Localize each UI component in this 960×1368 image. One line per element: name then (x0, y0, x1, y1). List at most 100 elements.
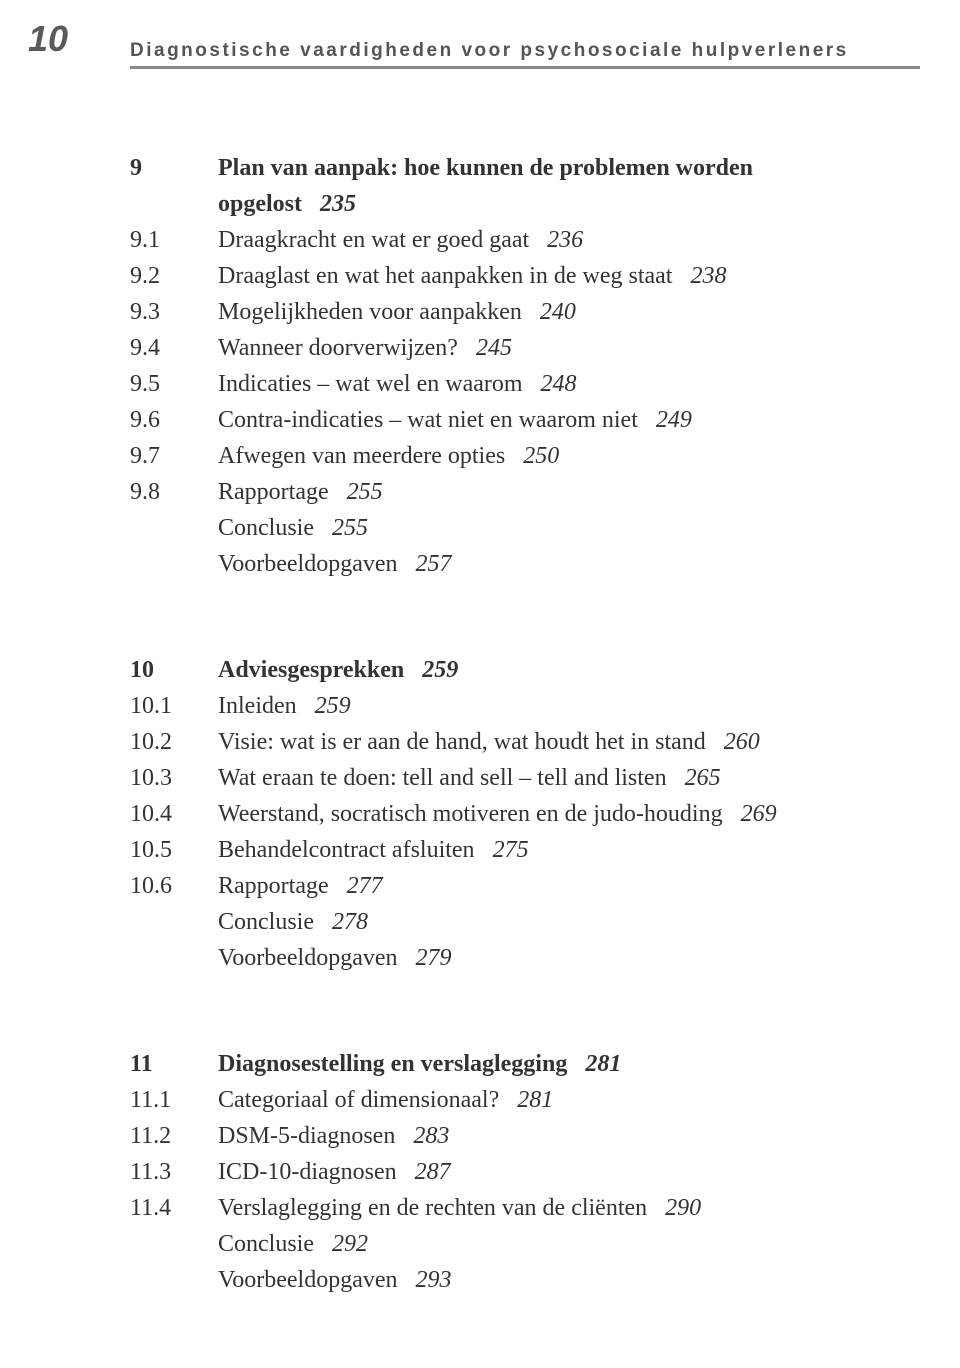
toc-section-9: 9 Plan van aanpak: hoe kunnen de problem… (130, 150, 920, 582)
toc-chapter-heading-cont: opgelost 235 (130, 186, 920, 222)
toc-entry: 11.2DSM-5-diagnosen283 (130, 1118, 920, 1154)
toc-entry-page: 235 (320, 191, 356, 217)
toc-entry-title: Weerstand, socratisch motiveren en de ju… (218, 801, 723, 827)
toc-entry-number: 10.6 (130, 868, 218, 904)
toc-entry: Conclusie 292 (130, 1226, 920, 1262)
toc-chapter-heading: 11 Diagnosestelling en verslaglegging 281 (130, 1046, 920, 1082)
toc-entry-title: Conclusie (218, 1231, 314, 1257)
toc-entry-title: ICD-10-diagnosen (218, 1159, 397, 1185)
toc-entry-page: 293 (416, 1267, 452, 1293)
toc-entry-title: Wat eraan te doen: tell and sell – tell … (218, 765, 667, 791)
toc-entry-number: 9.3 (130, 294, 218, 330)
toc-entry: Conclusie 255 (130, 510, 920, 546)
toc-entry-title: Draagkracht en wat er goed gaat (218, 227, 529, 253)
toc-entry-title: Rapportage (218, 873, 329, 899)
toc-entry-number: 10.4 (130, 796, 218, 832)
toc-entry-number: 10.1 (130, 688, 218, 724)
toc-entry: 9.2Draaglast en wat het aanpakken in de … (130, 258, 920, 294)
toc-entry-title: Draaglast en wat het aanpakken in de weg… (218, 263, 672, 289)
toc-entry-page: 269 (741, 801, 777, 827)
toc-entry-title: Contra-indicaties – wat niet en waarom n… (218, 407, 638, 433)
toc-entry-number (130, 1262, 218, 1298)
toc-entry-title: Verslaglegging en de rechten van de clië… (218, 1195, 647, 1221)
toc-entry-title: Mogelijkheden voor aanpakken (218, 299, 522, 325)
toc-entry-title: Plan van aanpak: hoe kunnen de problemen… (218, 155, 753, 181)
toc-entry: Voorbeeldopgaven 279 (130, 940, 920, 976)
toc-entry-title: Voorbeeldopgaven (218, 1267, 398, 1293)
toc-chapter-heading: 9 Plan van aanpak: hoe kunnen de problem… (130, 150, 920, 186)
toc-entry: Conclusie 278 (130, 904, 920, 940)
toc-entry-page: 240 (540, 299, 576, 325)
toc-entry-number: 11.3 (130, 1154, 218, 1190)
toc-entry-number (130, 546, 218, 582)
toc-entry-number: 11 (130, 1051, 153, 1077)
toc-entry-number: 9.4 (130, 330, 218, 366)
toc-entry-page: 275 (493, 837, 529, 863)
toc-content: 9 Plan van aanpak: hoe kunnen de problem… (130, 150, 920, 1368)
toc-entry-page: 281 (585, 1051, 621, 1077)
toc-entry: 10.4Weerstand, socratisch motiveren en d… (130, 796, 920, 832)
running-header-text: Diagnostische vaardigheden voor psychoso… (130, 40, 849, 61)
toc-entry-title: Voorbeeldopgaven (218, 945, 398, 971)
toc-entry: 11.4Verslaglegging en de rechten van de … (130, 1190, 920, 1226)
toc-entry: 11.1Categoriaal of dimensionaal?281 (130, 1082, 920, 1118)
toc-entry-page: 238 (690, 263, 726, 289)
toc-entry-page: 279 (416, 945, 452, 971)
toc-entry-title: Visie: wat is er aan de hand, wat houdt … (218, 729, 706, 755)
toc-entry-page: 250 (523, 443, 559, 469)
toc-entry: 9.3 Mogelijkheden voor aanpakken 240 (130, 294, 920, 330)
toc-entry-page: 257 (416, 551, 452, 577)
toc-entry-number: 9.6 (130, 402, 218, 438)
toc-entry-title: Inleiden (218, 693, 297, 719)
toc-entry-title: Conclusie (218, 515, 314, 541)
toc-entry-number: 11.4 (130, 1190, 218, 1226)
toc-entry-title-cont: opgelost (218, 191, 302, 217)
toc-entry-number: 10.5 (130, 832, 218, 868)
toc-entry-page: 277 (347, 873, 383, 899)
toc-entry: Voorbeeldopgaven 257 (130, 546, 920, 582)
toc-entry: 10.3Wat eraan te doen: tell and sell – t… (130, 760, 920, 796)
toc-entry-number (130, 904, 218, 940)
toc-entry-title: Wanneer doorverwijzen? (218, 335, 458, 361)
toc-entry-title: Indicaties – wat wel en waarom (218, 371, 523, 397)
running-header: Diagnostische vaardigheden voor psychoso… (130, 40, 920, 69)
toc-entry-number: 10.3 (130, 760, 218, 796)
toc-entry-page: 259 (422, 657, 458, 683)
toc-entry-number: 9 (130, 155, 142, 181)
toc-entry: 9.7Afwegen van meerdere opties250 (130, 438, 920, 474)
toc-entry-number: 9.8 (130, 474, 218, 510)
toc-entry-title: Voorbeeldopgaven (218, 551, 398, 577)
toc-entry-page: 292 (332, 1231, 368, 1257)
toc-entry-title: Adviesgesprekken (218, 657, 404, 683)
toc-entry-number (130, 510, 218, 546)
toc-entry-page: 255 (332, 515, 368, 541)
toc-entry: 10.6Rapportage 277 (130, 868, 920, 904)
toc-entry-number: 9.7 (130, 438, 218, 474)
toc-entry: 10.2Visie: wat is er aan de hand, wat ho… (130, 724, 920, 760)
toc-entry: 9.6Contra-indicaties – wat niet en waaro… (130, 402, 920, 438)
toc-entry: Voorbeeldopgaven 293 (130, 1262, 920, 1298)
toc-entry-page: 245 (476, 335, 512, 361)
toc-entry-title: DSM-5-diagnosen (218, 1123, 395, 1149)
toc-entry: 11.3ICD-10-diagnosen 287 (130, 1154, 920, 1190)
toc-section-10: 10 Adviesgesprekken 259 10.1Inleiden 259 10… (130, 652, 920, 976)
toc-entry-page: 287 (415, 1159, 451, 1185)
page-number: 10 (28, 18, 68, 60)
toc-entry-page: 236 (547, 227, 583, 253)
toc-chapter-heading: 10 Adviesgesprekken 259 (130, 652, 920, 688)
toc-entry: 9.4Wanneer doorverwijzen? 245 (130, 330, 920, 366)
toc-entry-title: Conclusie (218, 909, 314, 935)
toc-entry: 9.8Rapportage255 (130, 474, 920, 510)
toc-entry-title: Diagnosestelling en verslaglegging (218, 1051, 567, 1077)
toc-entry-number: 11.2 (130, 1118, 218, 1154)
toc-entry-number (130, 1226, 218, 1262)
toc-entry: 9.5Indicaties – wat wel en waarom248 (130, 366, 920, 402)
toc-entry-page: 278 (332, 909, 368, 935)
toc-entry-title: Rapportage (218, 479, 329, 505)
toc-section-11: 11Diagnosestelling en verslaglegging281 … (130, 1046, 920, 1298)
toc-entry-number: 10 (130, 657, 154, 683)
toc-entry-page: 281 (517, 1087, 553, 1113)
toc-entry-page: 265 (685, 765, 721, 791)
toc-entry-page: 259 (315, 693, 351, 719)
toc-entry-number (130, 940, 218, 976)
